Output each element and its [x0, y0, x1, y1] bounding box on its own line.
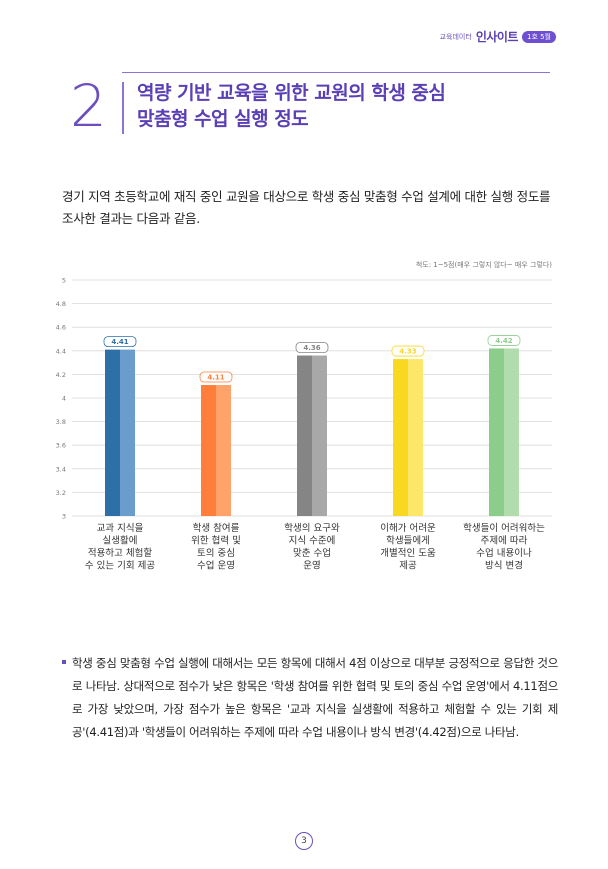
bar-chart: 3 3.2 3.4 3.6 3.8 4 4.2 4.4 4.6 4.8 5 4.41 교과 지식을실생활…: [56, 277, 552, 572]
bar-0: [105, 349, 120, 516]
issue-badge: 1호 5월: [521, 30, 556, 43]
y-tick-label-1: 3.2: [56, 489, 66, 497]
y-tick-label-10: 5: [62, 277, 66, 285]
section-title: 역량 기반 교육을 위한 교원의 학생 중심 맞춤형 수업 실행 정도: [137, 80, 557, 132]
category-label-1-2: 토의 중심: [197, 548, 235, 559]
section-title-line2: 맞춤형 수업 실행 정도: [137, 108, 309, 130]
section-divider: [122, 82, 124, 134]
page-number: 3: [295, 832, 313, 850]
category-label-4-0: 학생들이 어려워하는: [463, 522, 545, 534]
category-label-3-0: 이해가 어려운: [380, 522, 436, 534]
category-label-4-3: 방식 변경: [485, 560, 523, 572]
y-tick-label-9: 4.8: [56, 300, 66, 308]
value-label-3: 4.33: [399, 348, 416, 356]
category-label-1-3: 수업 운영: [197, 560, 235, 572]
bar-highlight-4: [504, 348, 519, 516]
category-label-2-2: 맞춘 수업: [293, 547, 331, 559]
value-label-1: 4.11: [207, 374, 224, 382]
value-label-2: 4.36: [303, 344, 320, 352]
value-label-4: 4.42: [495, 337, 512, 345]
y-tick-label-3: 3.6: [56, 442, 66, 450]
intro-paragraph: 경기 지역 초등학교에 재직 중인 교원을 대상으로 학생 중심 맞춤형 수업 …: [62, 189, 551, 226]
value-label-box-0: [103, 336, 137, 348]
y-tick-label-8: 4.6: [56, 324, 66, 332]
category-label-2-3: 운영: [303, 561, 320, 572]
y-tick-label-2: 3.4: [56, 465, 66, 473]
bar-2: [297, 355, 312, 516]
value-label-box-1: [199, 371, 233, 383]
summary-bullet: 학생 중심 맞춤형 수업 실행에 대해서는 모든 항목에 대해서 4점 이상으로…: [62, 652, 558, 744]
category-label-2-0: 학생의 요구와: [284, 522, 340, 534]
bar-highlight-3: [408, 359, 423, 516]
category-label-0-0: 교과 지식을: [97, 523, 144, 534]
section-title-line1: 역량 기반 교육을 위한 교원의 학생 중심: [137, 82, 446, 104]
summary-text: 학생 중심 맞춤형 수업 실행에 대해서는 모든 항목에 대해서 4점 이상으로…: [72, 656, 558, 739]
brand-header: 교육데이터 인사이트 1호 5월: [440, 28, 556, 45]
category-label-2-1: 지식 수준에: [289, 536, 336, 547]
y-tick-label-4: 3.8: [56, 418, 66, 426]
bar-1: [201, 385, 216, 516]
scale-note: 척도: 1~5점(매우 그렇지 않다~ 매우 그렇다): [415, 261, 552, 269]
category-label-4-1: 주제에 따라: [481, 536, 528, 547]
value-label-box-2: [295, 342, 329, 353]
value-label-box-3: [391, 345, 425, 357]
top-rule: [122, 72, 550, 73]
category-label-4-2: 수업 내용이나: [476, 547, 532, 559]
brand-logo: 인사이트: [475, 30, 519, 44]
brand-sub: 교육데이터: [439, 32, 472, 41]
category-label-3-2: 개별적인 도움: [380, 547, 436, 559]
bar-highlight-2: [312, 355, 327, 516]
category-label-0-2: 적용하고 체험할: [88, 547, 152, 559]
bar-highlight-0: [120, 349, 135, 516]
bar-highlight-1: [216, 385, 231, 516]
category-label-1-0: 학생 참여를: [193, 522, 240, 534]
category-label-3-1: 학생들에게: [386, 536, 430, 547]
y-tick-label-6: 4.2: [56, 371, 66, 379]
category-label-3-3: 제공: [399, 561, 417, 572]
bar-3: [393, 359, 408, 516]
category-label-0-1: 실생활에: [103, 535, 138, 547]
y-tick-label-0: 3: [62, 513, 66, 521]
category-label-0-3: 수 있는 기회 제공: [85, 560, 155, 572]
y-tick-label-7: 4.4: [56, 347, 66, 355]
category-label-1-1: 위한 협력 및: [191, 535, 241, 547]
value-label-0: 4.41: [111, 338, 128, 346]
bullet-marker: [62, 660, 66, 664]
bar-4: [489, 348, 504, 516]
y-tick-label-5: 4: [62, 395, 66, 403]
section-number: 2: [70, 72, 107, 140]
value-label-box-4: [487, 335, 521, 346]
